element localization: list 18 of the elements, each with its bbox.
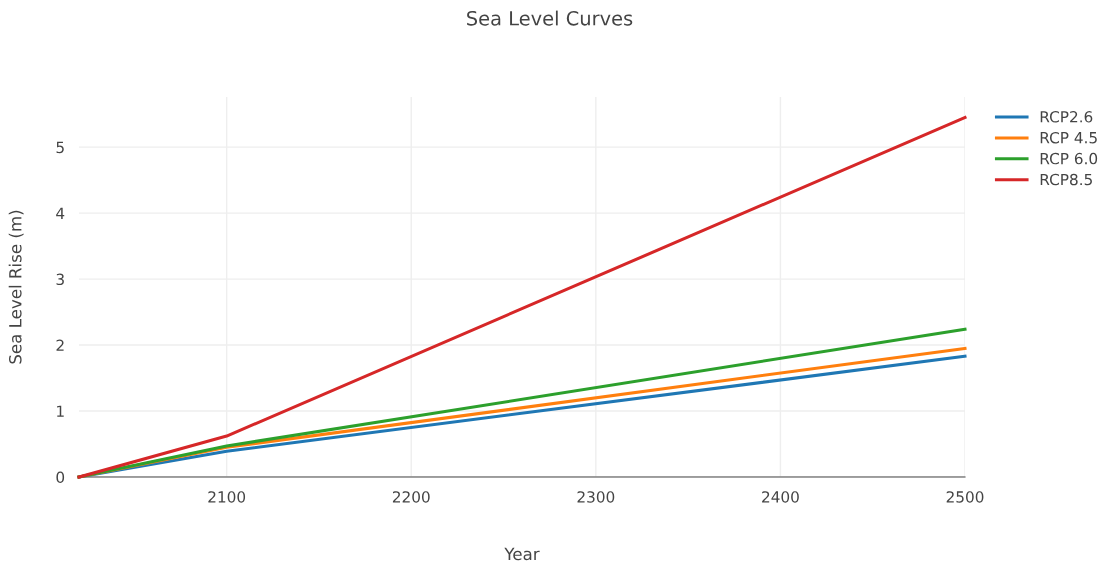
x-tick-label: 2500 [946, 491, 984, 503]
y-axis-title: Sea Level Rise (m) [8, 210, 24, 364]
y-tick-label: 2 [56, 339, 64, 351]
legend-label: RCP 4.5 [1040, 131, 1097, 144]
legend-label: RCP 6.0 [1040, 152, 1098, 165]
x-tick-label: 2300 [577, 491, 615, 503]
x-tick-label: 2400 [762, 491, 799, 503]
x-tick-label: 2200 [392, 491, 430, 503]
x-tick-label: 2100 [208, 491, 246, 503]
y-tick-label: 0 [56, 471, 65, 484]
chart-title: Sea Level Curves [467, 10, 633, 26]
y-tick-label: 5 [56, 141, 64, 154]
legend-label: RCP8.5 [1040, 173, 1092, 186]
y-tick-label: 3 [56, 273, 64, 286]
y-tick-label: 1 [57, 405, 64, 417]
x-axis-title: Year [504, 547, 540, 561]
y-tick-label: 4 [56, 207, 65, 219]
legend-label: RCP2.6 [1040, 111, 1093, 123]
